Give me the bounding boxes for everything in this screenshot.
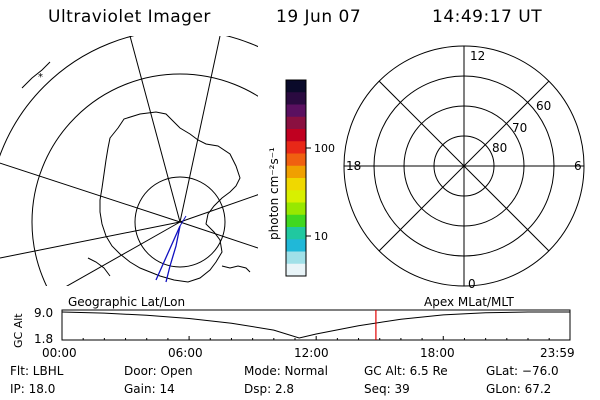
info-field: IP: 18.0	[10, 382, 56, 396]
info-field: Seq: 39	[364, 382, 410, 396]
colorbar-segment	[286, 214, 306, 228]
x-tick-label: 12:00	[294, 346, 329, 360]
info-field: Gain: 14	[124, 382, 175, 396]
colorbar-tick-label: 100	[314, 142, 335, 155]
colorbar-segment	[286, 80, 306, 93]
info-field: GLat: −76.0	[486, 364, 559, 378]
y-tick-label: 1.8	[34, 332, 53, 346]
mlt-label-18: 18	[346, 159, 361, 173]
colorbar-segment	[286, 92, 306, 105]
meridian-line	[179, 194, 258, 223]
y-tick-label: 9.0	[34, 306, 53, 320]
mlat-label-60: 60	[536, 99, 551, 113]
colorbar-segment	[286, 178, 306, 191]
meridian-line	[66, 221, 181, 286]
satellite-track	[155, 225, 181, 281]
mlt-label-12: 12	[470, 49, 485, 63]
mlat-label-80: 80	[492, 141, 507, 155]
geographic-caption: Geographic Lat/Lon	[68, 295, 185, 309]
mlt-label-6: 6	[574, 159, 582, 173]
colorbar-segment	[286, 263, 306, 277]
satellite-track-tail	[179, 215, 187, 227]
colorbar-unit-label: photon cm⁻²s⁻¹	[267, 147, 281, 240]
colorbar-segment	[286, 239, 306, 252]
y-axis-label: GC Alt	[12, 313, 25, 348]
info-field: Door: Open	[124, 364, 193, 378]
satellite-track	[165, 225, 181, 283]
colorbar-segment	[286, 165, 306, 179]
meridian-line	[0, 162, 181, 223]
colorbar-segment	[286, 251, 306, 265]
meridian-line	[179, 221, 258, 249]
colorbar-segment	[286, 227, 306, 240]
page-title: Ultraviolet Imager	[48, 7, 211, 27]
meridian-line	[0, 221, 181, 259]
colorbar: 100 10 photon cm⁻²s⁻¹	[267, 79, 335, 277]
lat-circle-outer	[31, 73, 258, 286]
colorbar-tick-label: 10	[314, 230, 328, 243]
image-date: 19 Jun 07	[276, 7, 362, 27]
lat-circle-edge	[0, 36, 258, 157]
coastline	[99, 111, 241, 283]
info-field: Dsp: 2.8	[244, 382, 295, 396]
colorbar-segment	[286, 153, 306, 167]
meridian-line	[179, 36, 221, 223]
coastline-fragment	[221, 265, 251, 273]
altitude-series-line	[61, 311, 570, 339]
coastline-fragment	[87, 257, 111, 277]
colorbar-segment	[286, 104, 306, 118]
colorbar-segment	[286, 190, 306, 203]
x-tick-label: 18:00	[420, 346, 455, 360]
info-field: Flt: LBHL	[10, 364, 64, 378]
altitude-chart: GC Alt 9.0 1.8 00:00 06:00 12:00 18:00 23:59	[12, 306, 575, 360]
info-field: Mode: Normal	[244, 364, 328, 378]
colorbar-frame	[285, 79, 307, 277]
colorbar-segment	[286, 141, 306, 154]
apex-caption: Apex MLat/MLT	[424, 295, 514, 309]
x-tick-label: 00:00	[42, 346, 77, 360]
colorbar-segment	[286, 202, 306, 216]
mlt-line-diagonal	[378, 80, 550, 252]
info-field: GLon: 67.2	[486, 382, 552, 396]
geographic-map: *	[0, 36, 258, 286]
meridian-line	[129, 36, 181, 223]
coastline-fragment	[21, 61, 51, 89]
colorbar-segment	[286, 116, 306, 130]
info-field: GC Alt: 6.5 Re	[364, 364, 448, 378]
mlt-label-0: 0	[468, 277, 476, 291]
colorbar-segment	[286, 129, 306, 142]
mlat-label-70: 70	[512, 121, 527, 135]
lat-circle-inner	[134, 176, 226, 268]
x-tick-label: 23:59	[540, 346, 575, 360]
apex-polar-map	[343, 45, 585, 287]
star-marker: *	[38, 72, 43, 83]
x-tick-label: 06:00	[168, 346, 203, 360]
image-time: 14:49:17 UT	[432, 7, 543, 27]
